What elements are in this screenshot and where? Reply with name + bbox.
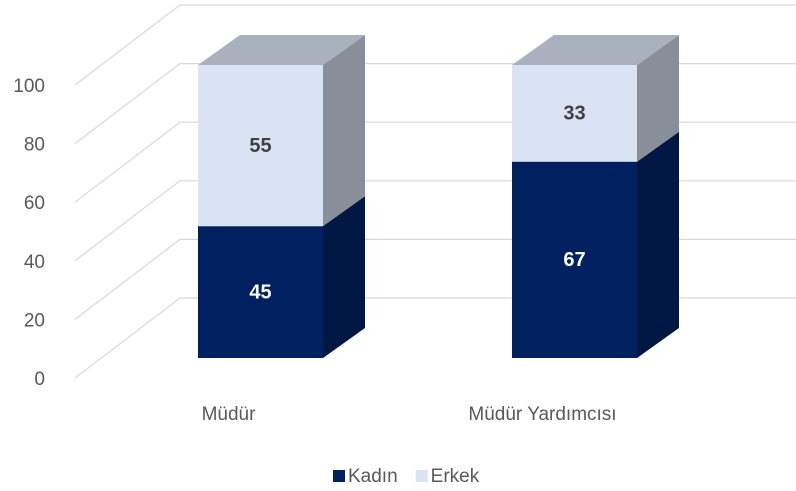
- y-tick-label: 100: [13, 76, 45, 97]
- legend-label: Kadın: [348, 466, 398, 487]
- y-tick-label: 40: [24, 252, 45, 273]
- bar-top: [198, 35, 365, 65]
- grid-line: [74, 238, 796, 320]
- bar: [512, 65, 637, 162]
- legend-label: Erkek: [431, 466, 480, 487]
- bar-side: [637, 35, 679, 162]
- legend-swatch: [333, 470, 345, 482]
- bar: [512, 161, 637, 358]
- x-tick-label: Müdür Yardımcısı: [468, 404, 616, 425]
- y-tick-label: 80: [24, 135, 45, 156]
- grid-line: [74, 121, 796, 203]
- bar: [198, 226, 323, 358]
- grid-line: [74, 62, 796, 145]
- legend-swatch: [415, 470, 428, 482]
- value-label: 67: [563, 249, 585, 271]
- grid-line: [74, 4, 796, 86]
- y-tick-label: 60: [24, 193, 45, 214]
- value-label: 55: [249, 135, 271, 157]
- y-tick-label: 20: [24, 310, 45, 331]
- grid-line: [74, 297, 796, 379]
- bar-side: [323, 35, 365, 227]
- value-label: 33: [563, 103, 585, 125]
- x-tick-label: Müdür: [202, 404, 257, 425]
- bar: [198, 65, 323, 227]
- value-label: 45: [249, 281, 271, 303]
- bar-top: [512, 35, 679, 65]
- grid-line: [74, 180, 796, 262]
- y-tick-label: 0: [34, 369, 45, 390]
- bar-side: [637, 131, 679, 358]
- bar-side: [323, 196, 365, 358]
